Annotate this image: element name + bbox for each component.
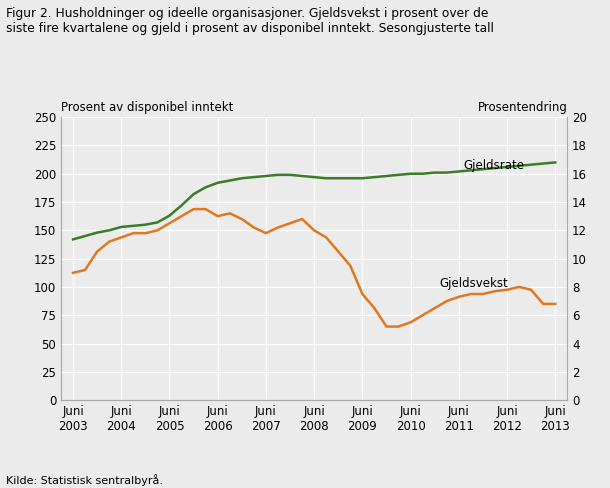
- Text: Kilde: Statistisk sentralbyrå.: Kilde: Statistisk sentralbyrå.: [6, 474, 163, 486]
- Text: Gjeldsvekst: Gjeldsvekst: [440, 277, 508, 290]
- Text: Figur 2. Husholdninger og ideelle organisasjoner. Gjeldsvekst i prosent over de: Figur 2. Husholdninger og ideelle organi…: [6, 7, 489, 20]
- Text: Gjeldsrate: Gjeldsrate: [464, 159, 525, 172]
- Text: Prosent av disponibel inntekt: Prosent av disponibel inntekt: [61, 102, 234, 114]
- Text: Prosentendring: Prosentendring: [478, 102, 567, 114]
- Text: siste fire kvartalene og gjeld i prosent av disponibel inntekt. Sesongjusterte t: siste fire kvartalene og gjeld i prosent…: [6, 22, 494, 35]
